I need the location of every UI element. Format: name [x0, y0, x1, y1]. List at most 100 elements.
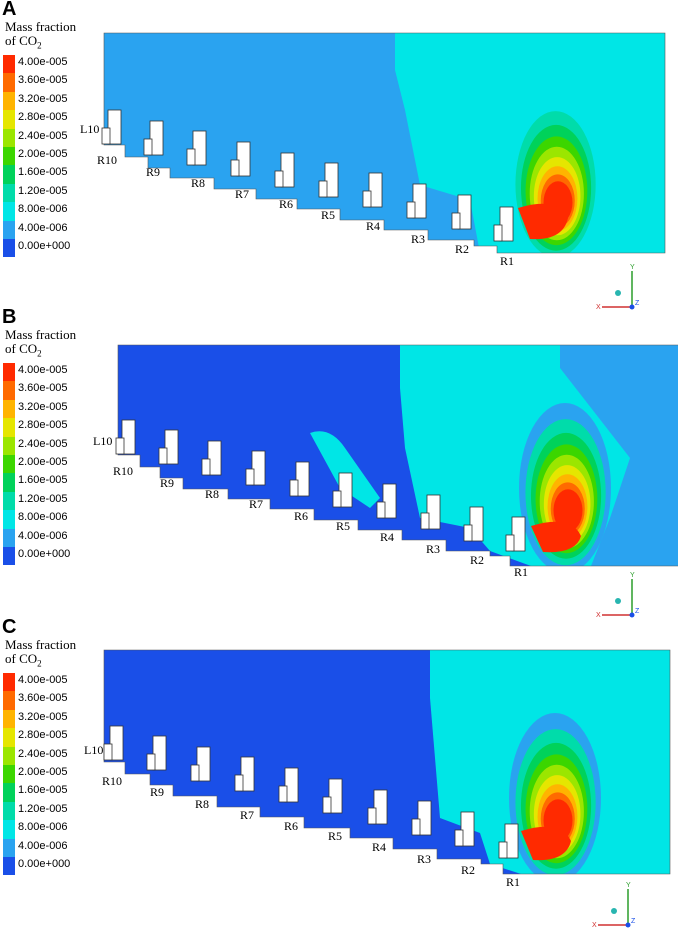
legend-swatch [3, 110, 15, 129]
region-plume-left [310, 431, 380, 508]
sensor-block [251, 450, 266, 486]
legend-level-label: 2.00e-005 [18, 765, 68, 778]
label-r1: R1 [500, 254, 514, 268]
domain-outline [103, 649, 671, 875]
sensor-block-step [278, 785, 288, 803]
legend-swatch [3, 528, 15, 547]
panel-letter: B [2, 306, 17, 328]
label-r8: R8 [191, 176, 205, 190]
axis-z-label: Z [635, 608, 640, 615]
legend-swatch [3, 418, 15, 437]
inlet-hotspot [521, 826, 571, 861]
label-r7: R7 [249, 497, 263, 511]
legend-title-sub: 2 [37, 40, 42, 51]
legend-labels: 4.00e-005 3.60e-005 3.20e-005 2.80e-005 2.40… [18, 671, 70, 873]
sensor-block [107, 109, 122, 145]
label-r2: R2 [455, 242, 469, 256]
axis-triad: Y X Z [596, 572, 640, 618]
sensor-block-step [190, 764, 200, 782]
legend-level-label: 8.00e-006 [18, 203, 68, 216]
panel-c: C Mass fraction of CO2 4.00e-005 3.60e-00… [0, 616, 678, 928]
sensor-block-step [322, 796, 332, 814]
contour-field: L10 R10 R9 R8 R7 R6 R5 R4 R3 R2 R1 Y X Z [80, 32, 666, 310]
sensor-block [196, 746, 211, 782]
legend-title-line1: Mass fraction [5, 637, 77, 652]
label-r9: R9 [150, 785, 164, 799]
sensor-block [460, 811, 475, 847]
legend-level-label: 0.00e+000 [18, 547, 71, 560]
sensor-block [149, 120, 164, 156]
sensor-block [280, 152, 295, 188]
legend-swatch [3, 746, 15, 765]
legend-level-label: 2.40e-005 [18, 747, 68, 760]
legend-level-label: 3.20e-005 [18, 92, 68, 105]
sensor-block [504, 823, 519, 859]
label-r9: R9 [146, 165, 160, 179]
legend-swatch [3, 454, 15, 474]
sensor-block [499, 206, 514, 242]
sensor-block [469, 506, 484, 542]
axis-y-label: Y [630, 264, 635, 271]
label-r8: R8 [195, 797, 209, 811]
axis-z-label: Z [635, 300, 640, 307]
sensor-block-step [245, 468, 255, 486]
legend-level-label: 4.00e-005 [18, 674, 68, 686]
legend-level-label: 2.00e-005 [18, 147, 68, 160]
label-r6: R6 [279, 197, 293, 211]
sensor-block-step [332, 490, 342, 508]
legend-level-label: 1.60e-005 [18, 784, 68, 797]
legend-labels: 4.00e-005 3.60e-005 3.20e-005 2.80e-005 2.40… [18, 53, 70, 255]
axis-z-label: Z [631, 918, 636, 925]
label-l10: L10 [80, 122, 99, 136]
sensor-block-step [230, 159, 240, 177]
axis-z-dot [629, 304, 635, 310]
legend-swatch [3, 128, 15, 147]
label-r3: R3 [411, 232, 425, 246]
panel-letter: A [2, 0, 17, 20]
axis-z-dot [625, 922, 631, 928]
legend-level-label: 2.80e-005 [18, 111, 68, 124]
sensor-block-step [318, 180, 328, 198]
legend-swatch [3, 73, 15, 92]
label-r4: R4 [380, 530, 394, 544]
label-r10: R10 [113, 464, 133, 478]
sensor-block-step [146, 753, 156, 771]
legend-swatch [3, 399, 15, 419]
label-r3: R3 [426, 542, 440, 556]
contour-layers [118, 345, 678, 566]
legend-swatch [3, 381, 15, 400]
legend-level-label: 0.00e+000 [18, 857, 71, 870]
label-r4: R4 [366, 219, 380, 233]
domain-outline [103, 32, 666, 254]
legend-level-label: 4.00e-006 [18, 221, 68, 234]
label-l10: L10 [84, 743, 103, 757]
label-r10: R10 [97, 153, 117, 167]
legend-level-label: 3.60e-005 [18, 74, 68, 87]
contour-field: L10 R10 R9 R8 R7 R6 R5 R4 R3 R2 R1 Y X Z [84, 649, 671, 928]
orientation-sphere [611, 908, 617, 914]
sensor-block [284, 767, 299, 803]
legend-swatch [3, 820, 15, 839]
legend-title: Mass fraction of CO2 [5, 20, 76, 53]
label-r5: R5 [328, 829, 342, 843]
legend-swatch [3, 55, 15, 74]
legend-level-label: 1.60e-005 [18, 474, 68, 487]
panel-b: B Mass fraction of CO2 4.00e-005 3.60e-00… [0, 306, 678, 618]
legend-swatch [3, 783, 15, 802]
inlet-hotspot [531, 521, 581, 553]
legend-title-line1: Mass fraction [5, 19, 77, 34]
legend-level-label: 3.60e-005 [18, 692, 68, 705]
label-r10: R10 [102, 774, 122, 788]
sensor-block-step [234, 774, 244, 792]
inlet-hotspot [518, 203, 568, 240]
sensor-block-step [186, 148, 196, 166]
legend-title-line1: Mass fraction [5, 327, 77, 342]
sensor-block-step [367, 807, 377, 825]
legend-swatch [3, 202, 15, 221]
legend-swatch [3, 764, 15, 784]
legend-swatch [3, 363, 15, 382]
sensor-block [121, 419, 136, 455]
label-r1: R1 [514, 565, 528, 579]
orientation-sphere [615, 598, 621, 604]
sensor-block-step [505, 534, 515, 552]
